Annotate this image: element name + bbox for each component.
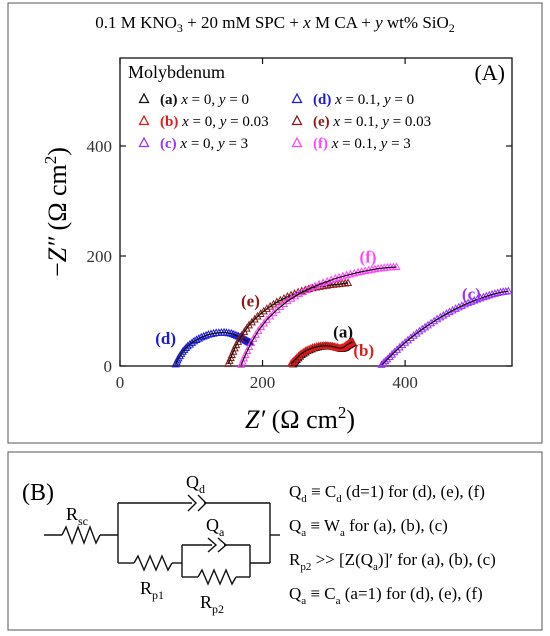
header-title: 0.1 M KNO3 + 20 mM SPC + x M CA + y wt% …: [95, 13, 455, 35]
rp2-resistor: [197, 568, 237, 586]
data-point-f: [392, 262, 401, 271]
data-point-c: [381, 356, 390, 365]
curve-label-c: (c): [462, 284, 481, 303]
data-point-f: [254, 326, 263, 334]
data-point-c: [390, 347, 399, 356]
data-point-f: [245, 342, 254, 350]
rp1-resistor: [133, 554, 173, 572]
legend-marker-a: [138, 92, 150, 104]
rsc-resistor: [61, 525, 101, 545]
data-point-c: [377, 360, 386, 368]
qa-label: Qa: [206, 515, 225, 539]
x-tick-label: 200: [250, 373, 276, 392]
legend-marker-d: [291, 92, 303, 104]
curve-label-a: (a): [333, 322, 353, 341]
panel-a-label: (A): [474, 60, 505, 85]
metal-label: Molybdenum: [128, 62, 225, 82]
series-c: (c): [377, 284, 513, 368]
legend-label-f: (f) x = 0.1, y = 3: [313, 136, 411, 152]
axes: 0 200 400 0 200 400: [87, 58, 512, 392]
legend-label-b: (b) x = 0, y = 0.03: [160, 114, 269, 130]
legend-item-c: (c) x = 0, y = 3: [138, 136, 248, 152]
legend: (a) x = 0, y = 0 (b) x = 0, y = 0.03 (c) x…: [138, 92, 431, 152]
data-point-f: [257, 322, 266, 331]
data-point-d: [180, 345, 189, 353]
data-point-f: [249, 334, 258, 342]
curve-label-d: (d): [155, 329, 176, 348]
circuit-note: Qa ≡ Ca (a=1) for (d), (e), (f): [289, 584, 483, 607]
legend-item-e: (e) x = 0.1, y = 0.03: [291, 114, 431, 130]
data-point-c: [401, 338, 410, 346]
data-point-f: [243, 346, 252, 354]
legend-item-d: (d) x = 0.1, y = 0: [291, 92, 414, 108]
data-point-e: [344, 278, 353, 286]
qa-cpe-left-plate: [207, 537, 218, 553]
legend-item-a: (a) x = 0, y = 0: [138, 92, 249, 108]
data-point-f: [251, 330, 260, 338]
y-tick-label: 400: [87, 137, 113, 156]
data-point-c: [403, 335, 413, 344]
curve-label-b: (b): [353, 341, 374, 360]
qd-cpe-left-plate: [187, 494, 197, 512]
data-point-c: [379, 358, 388, 367]
data-point-c: [385, 352, 394, 361]
fit-line-f: [240, 266, 397, 366]
panel-b-frame: [7, 451, 543, 631]
circuit-notes: Qd ≡ Cd (d=1) for (d), (e), (f) Qa ≡ Wa f…: [289, 482, 496, 607]
panel-b-label: (B): [22, 480, 54, 506]
rp2-label: Rp2: [200, 592, 224, 616]
series-f: (f): [237, 248, 401, 368]
y-tick-label: 200: [87, 247, 113, 266]
data-point-f: [247, 338, 256, 346]
data-point-f: [259, 318, 269, 327]
data-point-c: [392, 345, 402, 353]
rsc-label: Rsc: [66, 504, 88, 528]
legend-item-b: (b) x = 0, y = 0.03: [138, 114, 269, 130]
data-point-b: [348, 337, 357, 345]
x-axis-title: Z′ (Ω cm2): [245, 403, 355, 434]
fit-line-d: [175, 331, 251, 365]
data-point-c: [387, 349, 397, 358]
legend-marker-c: [138, 136, 150, 148]
legend-item-f: (f) x = 0.1, y = 3: [291, 136, 411, 152]
qd-label: Qd: [186, 472, 205, 496]
data-point-c: [504, 286, 513, 295]
rp1-label: Rp1: [140, 578, 164, 602]
curve-label-e: (e): [241, 292, 260, 311]
data-point-f: [241, 350, 250, 359]
circuit-note: Qa ≡ Wa for (a), (b), (c): [289, 516, 448, 539]
data-point-c: [398, 340, 407, 349]
legend-label-c: (c) x = 0, y = 3: [160, 136, 248, 152]
fit-line-b: [290, 341, 353, 365]
x-tick-label: 400: [392, 373, 418, 392]
legend-marker-b: [138, 114, 150, 126]
series-b: (b): [286, 337, 374, 367]
circuit-note: Rp2 >> [Z(Qa)]′ for (a), (b), (c): [289, 550, 496, 573]
legend-marker-f: [291, 136, 303, 148]
panel-a-frame: [7, 2, 543, 444]
y-tick-label: 0: [104, 357, 113, 376]
series-layer: (a)(b) (c) (d) (e) (f): [155, 248, 513, 368]
legend-label-a: (a) x = 0, y = 0: [160, 92, 249, 108]
x-tick-label: 0: [116, 373, 125, 392]
plot-area: [119, 57, 513, 367]
equivalent-circuit: [44, 494, 280, 586]
y-axis-title: −Z″ (Ω cm2): [41, 147, 72, 277]
circuit-note: Qd ≡ Cd (d=1) for (d), (e), (f): [289, 482, 485, 505]
fit-line-c: [381, 290, 509, 366]
curve-label-f: (f): [360, 248, 377, 267]
data-point-b: [347, 337, 356, 346]
data-point-c: [383, 354, 392, 363]
legend-label-e: (e) x = 0.1, y = 0.03: [313, 114, 431, 130]
data-point-c: [395, 342, 404, 351]
legend-label-d: (d) x = 0.1, y = 0: [313, 92, 414, 108]
legend-marker-e: [291, 114, 303, 126]
data-point-d: [178, 347, 187, 355]
